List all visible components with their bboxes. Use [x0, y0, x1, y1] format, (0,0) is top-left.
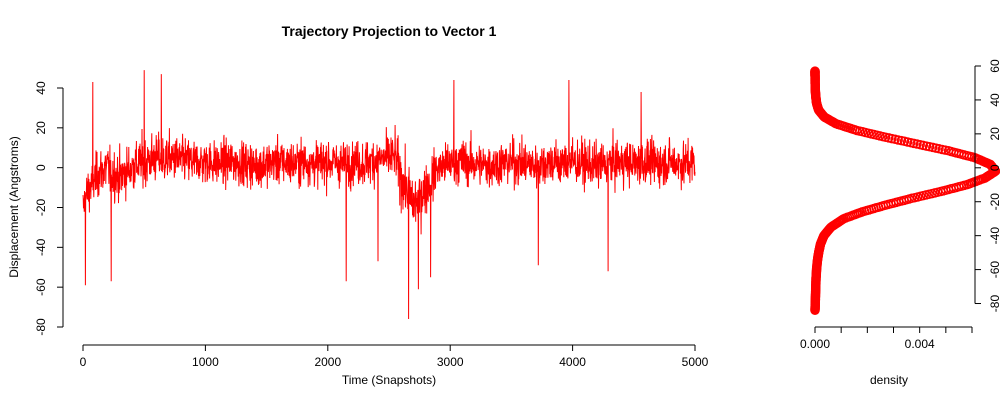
density-y-tick-label: 0 — [988, 164, 1000, 171]
trajectory-plot: 0 1000 2000 3000 4000 5000 -80 -60 -40 -20 0 20 40 Ti… — [7, 70, 709, 387]
y-tick-label: 40 — [34, 81, 48, 95]
y-tick-label: 20 — [34, 121, 48, 135]
x-tick-label: 3000 — [437, 355, 464, 369]
density-y-tick-label: -60 — [988, 261, 1000, 279]
y-tick-label: 0 — [34, 164, 48, 171]
x-tick-label: 1000 — [192, 355, 219, 369]
y-tick-label: -60 — [34, 278, 48, 296]
chart-title: Trajectory Projection to Vector 1 — [282, 23, 497, 39]
density-y-tick-label: 60 — [988, 59, 1000, 73]
density-y-tick-label: 40 — [988, 93, 1000, 107]
y-tick-label: -20 — [34, 199, 48, 217]
x-tick-label: 4000 — [559, 355, 586, 369]
density-x-tick-label: 0.004 — [905, 337, 935, 351]
density-y-tick-label: -20 — [988, 193, 1000, 211]
y-tick-label: -80 — [34, 318, 48, 336]
trajectory-line — [82, 70, 696, 320]
x-tick-label: 2000 — [314, 355, 341, 369]
density-y-tick-label: -40 — [988, 227, 1000, 245]
density-plot: 0.000 0.004 density -80 -60 -40 -20 0 20 40 60 — [800, 59, 1000, 387]
x-axis-title: Time (Snapshots) — [342, 373, 436, 387]
density-x-axis-title: density — [870, 373, 908, 387]
x-tick-label: 5000 — [682, 355, 709, 369]
y-tick-label: -40 — [34, 238, 48, 256]
density-x-tick-label: 0.000 — [800, 337, 830, 351]
density-point — [810, 66, 820, 76]
density-y-tick-label: -80 — [988, 295, 1000, 313]
x-tick-label: 0 — [80, 355, 87, 369]
density-y-tick-label: 20 — [988, 127, 1000, 141]
y-axis-title: Displacement (Angstroms) — [7, 136, 21, 277]
